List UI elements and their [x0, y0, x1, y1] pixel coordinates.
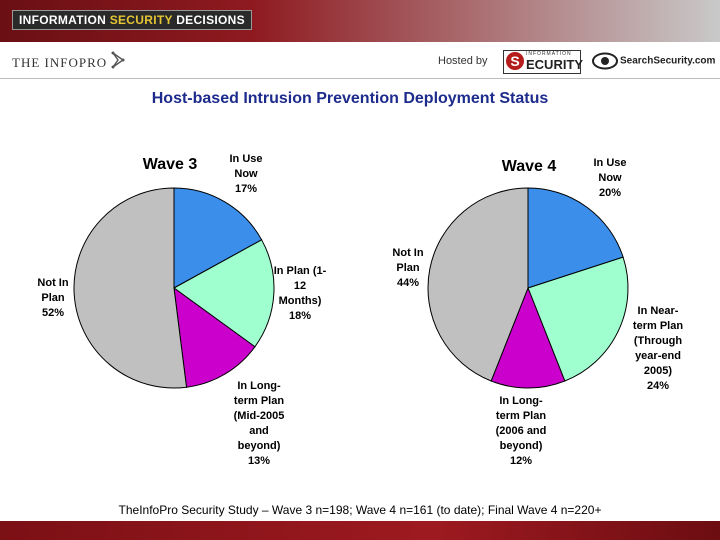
security-magazine-logo: S INFORMATION ECURITY: [503, 50, 584, 74]
pie-title: Wave 3: [143, 156, 198, 173]
security-logo-main: ECURITY: [526, 57, 584, 72]
slice-label-line: 17%: [235, 183, 257, 195]
slice-label-line: 20%: [599, 187, 621, 199]
slice-label-in-plan: In Near-term Plan (Through year-end 2005) 24…: [633, 305, 683, 392]
slice-label-line: Not In: [392, 247, 423, 259]
slice-label-line: 24%: [647, 380, 669, 392]
banner-accent: SECURITY: [109, 13, 173, 27]
slice-label-line: (Through: [634, 335, 683, 347]
slice-label-line: 2005): [644, 365, 672, 377]
banner-main: INFORMATION: [19, 13, 110, 27]
slice-label-line: In Plan (1-: [274, 265, 327, 277]
footer-bar: [0, 521, 720, 540]
slice-label-line: In Use: [229, 153, 262, 165]
slice-label-not-in-plan: Not In Plan 44%: [392, 247, 423, 289]
slice-label-line: and: [249, 425, 269, 437]
slice-label-line: 13%: [248, 455, 270, 467]
security-logo-letter: S: [506, 52, 524, 70]
slice-label-in-plan: In Plan (1- 12 Months) 18%: [274, 265, 327, 322]
security-logo-top: INFORMATION: [526, 51, 572, 57]
pie-slice-long-term: [490, 286, 566, 389]
slice-label-not-in-plan: Not In Plan 52%: [37, 277, 68, 319]
slice-label-long-term: In Long-term Plan (Mid-2005 and beyond) 13%: [234, 380, 285, 467]
slice-label-line: 18%: [289, 310, 311, 322]
pie-slice-not-in-plan: [427, 187, 529, 382]
pie-slice-in-use: [173, 187, 263, 289]
header-banner: INFORMATION SECURITY DECISIONS: [0, 0, 720, 42]
slice-label-line: year-end: [635, 350, 681, 362]
slice-label-line: In Long-: [499, 395, 543, 407]
slice-label-line: Plan: [41, 292, 65, 304]
banner-tail: DECISIONS: [172, 13, 245, 27]
eye-icon: [592, 52, 618, 70]
slice-label-line: In Long-: [237, 380, 281, 392]
slice-label-line: Plan: [396, 262, 420, 274]
logo-bar: THE INFOPRO Hosted by S INFORMATION ECUR…: [0, 44, 720, 79]
slice-label-line: 12%: [510, 455, 532, 467]
slice-label-line: term Plan: [496, 410, 546, 422]
pie-chart-2: In Use Now 20% In Near-term Plan (Through yea…: [392, 157, 683, 467]
hosted-by-text: Hosted by: [438, 55, 488, 67]
pie-chart-1: In Use Now 17% In Plan (1- 12 Months) 18% In Lo…: [37, 153, 326, 467]
slice-label-line: In Use: [593, 157, 626, 169]
slice-label-line: 52%: [42, 307, 64, 319]
page-title: Host-based Intrusion Prevention Deployme…: [151, 90, 549, 107]
slice-label-line: term Plan: [234, 395, 284, 407]
slice-label-line: 44%: [397, 277, 419, 289]
pie-slice-in-plan: [173, 239, 275, 348]
slice-label-line: Now: [234, 168, 258, 180]
pie-title: Wave 4: [502, 158, 557, 175]
slice-label-line: Months): [279, 295, 322, 307]
pie-slice-in-use: [527, 187, 624, 289]
pie-slice-not-in-plan: [73, 187, 188, 389]
slice-label-line: 12: [294, 280, 306, 292]
slice-label-line: term Plan: [633, 320, 683, 332]
slice-label-in-use: In Use Now 20%: [593, 157, 626, 199]
slice-label-line: Now: [598, 172, 622, 184]
slice-label-line: (2006 and: [496, 425, 547, 437]
slice-label-line: In Near-: [638, 305, 679, 317]
footer-note: TheInfoPro Security Study – Wave 3 n=198…: [118, 503, 602, 517]
slice-label-line: (Mid-2005: [234, 410, 285, 422]
slice-label-in-use: In Use Now 17%: [229, 153, 262, 195]
searchsecurity-text: SearchSecurity.com: [620, 55, 716, 67]
slice-label-line: beyond): [500, 440, 543, 452]
slice-label-line: Not In: [37, 277, 68, 289]
slice-label-long-term: In Long-term Plan (2006 and beyond) 12%: [496, 395, 547, 467]
banner-logo: INFORMATION SECURITY DECISIONS: [12, 10, 252, 30]
slice-label-line: beyond): [238, 440, 281, 452]
pie-slice-long-term: [173, 286, 256, 388]
searchsecurity-logo: SearchSecurity.com: [592, 52, 715, 70]
infopro-mark-icon: [111, 51, 125, 69]
infopro-logo: THE INFOPRO: [12, 55, 108, 70]
